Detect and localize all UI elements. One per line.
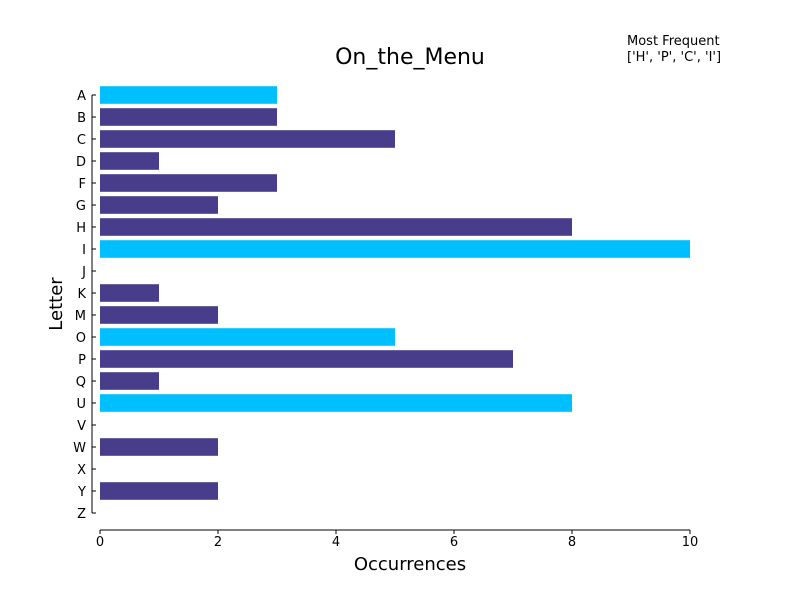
- most-frequent-annotation: Most Frequent ['H', 'P', 'C', 'I']: [627, 34, 721, 66]
- bar-P: [100, 350, 513, 368]
- x-axis-label: Occurrences: [354, 554, 466, 575]
- x-tick-label-10: 10: [682, 535, 699, 550]
- y-tick-label-H: H: [76, 221, 86, 236]
- y-tick-label-M: M: [75, 309, 86, 324]
- annotation-title: Most Frequent: [627, 34, 720, 49]
- bar-Y: [100, 482, 218, 500]
- bar-Q: [100, 372, 159, 390]
- annotation-list: ['H', 'P', 'C', 'I']: [627, 50, 722, 65]
- y-tick-label-D: D: [76, 155, 86, 170]
- y-tick-label-P: P: [78, 353, 86, 368]
- bar-H: [100, 218, 572, 236]
- bar-C: [100, 130, 395, 148]
- y-tick-label-K: K: [77, 287, 86, 302]
- bar-W: [100, 438, 218, 456]
- y-tick-label-V: V: [77, 419, 86, 434]
- bar-U: [100, 394, 572, 412]
- chart-title: On_the_Menu: [335, 45, 485, 70]
- y-axis-label: Letter: [46, 277, 67, 331]
- bar-D: [100, 152, 159, 170]
- bar-M: [100, 306, 218, 324]
- bars-group: [100, 86, 690, 500]
- bar-B: [100, 108, 277, 126]
- y-tick-label-F: F: [79, 177, 86, 192]
- bar-G: [100, 196, 218, 214]
- y-tick-label-G: G: [76, 199, 86, 214]
- bar-A: [100, 86, 277, 104]
- y-tick-label-B: B: [77, 111, 86, 126]
- y-tick-label-U: U: [76, 397, 86, 412]
- y-tick-label-J: J: [81, 265, 86, 280]
- bar-K: [100, 284, 159, 302]
- x-tick-label-4: 4: [332, 535, 340, 550]
- x-tick-label-8: 8: [568, 535, 576, 550]
- bar-O: [100, 328, 395, 346]
- y-tick-label-I: I: [82, 243, 86, 258]
- bar-F: [100, 174, 277, 192]
- y-tick-label-W: W: [73, 441, 86, 456]
- x-tick-label-6: 6: [450, 535, 458, 550]
- x-tick-label-2: 2: [214, 535, 222, 550]
- y-tick-label-A: A: [77, 89, 86, 104]
- y-tick-label-Y: Y: [77, 485, 86, 500]
- y-tick-label-Z: Z: [77, 507, 86, 522]
- y-tick-label-X: X: [77, 463, 86, 478]
- x-tick-label-0: 0: [96, 535, 104, 550]
- y-tick-label-C: C: [77, 133, 86, 148]
- y-tick-label-O: O: [76, 331, 86, 346]
- bar-I: [100, 240, 690, 258]
- y-tick-label-Q: Q: [76, 375, 86, 390]
